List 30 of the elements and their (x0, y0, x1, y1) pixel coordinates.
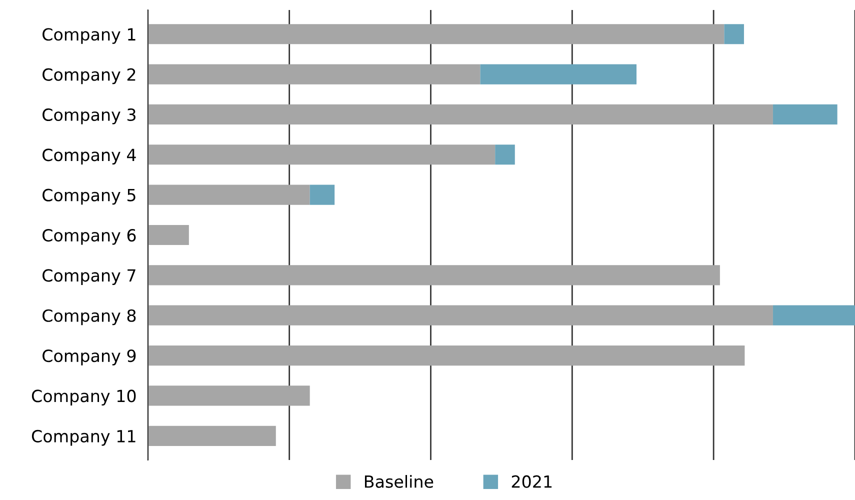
bar (724, 24, 744, 44)
y-tick-label: Company 6 (42, 228, 136, 245)
y-tick-label: Company 7 (42, 269, 136, 285)
bar (148, 386, 310, 406)
bar (148, 345, 745, 366)
bar (148, 265, 720, 286)
bar (148, 426, 276, 446)
y-tick-label: Company 4 (42, 148, 136, 164)
y-tick-label: Company 8 (42, 309, 136, 326)
y-tick-label: Company 9 (42, 350, 136, 366)
bar (310, 184, 335, 205)
legend-label: 2021 (512, 475, 552, 488)
bar (148, 64, 480, 84)
bar (148, 24, 724, 44)
bar (148, 305, 773, 326)
y-tick-label: Company 1 (42, 28, 136, 44)
y-tick-label: Company 11 (32, 430, 136, 446)
bar (148, 104, 773, 125)
bar (148, 144, 496, 165)
legend-label: Baseline (364, 475, 434, 488)
bar (772, 104, 838, 125)
y-tick-label: Company 5 (42, 188, 136, 205)
bar (772, 305, 855, 326)
y-tick-label: Company 3 (42, 108, 136, 124)
bar (148, 184, 310, 205)
bar (495, 144, 515, 165)
y-tick-label: Company 10 (32, 390, 136, 406)
y-tick-label: Company 2 (42, 68, 136, 84)
bar (480, 64, 637, 84)
bar (148, 224, 189, 246)
